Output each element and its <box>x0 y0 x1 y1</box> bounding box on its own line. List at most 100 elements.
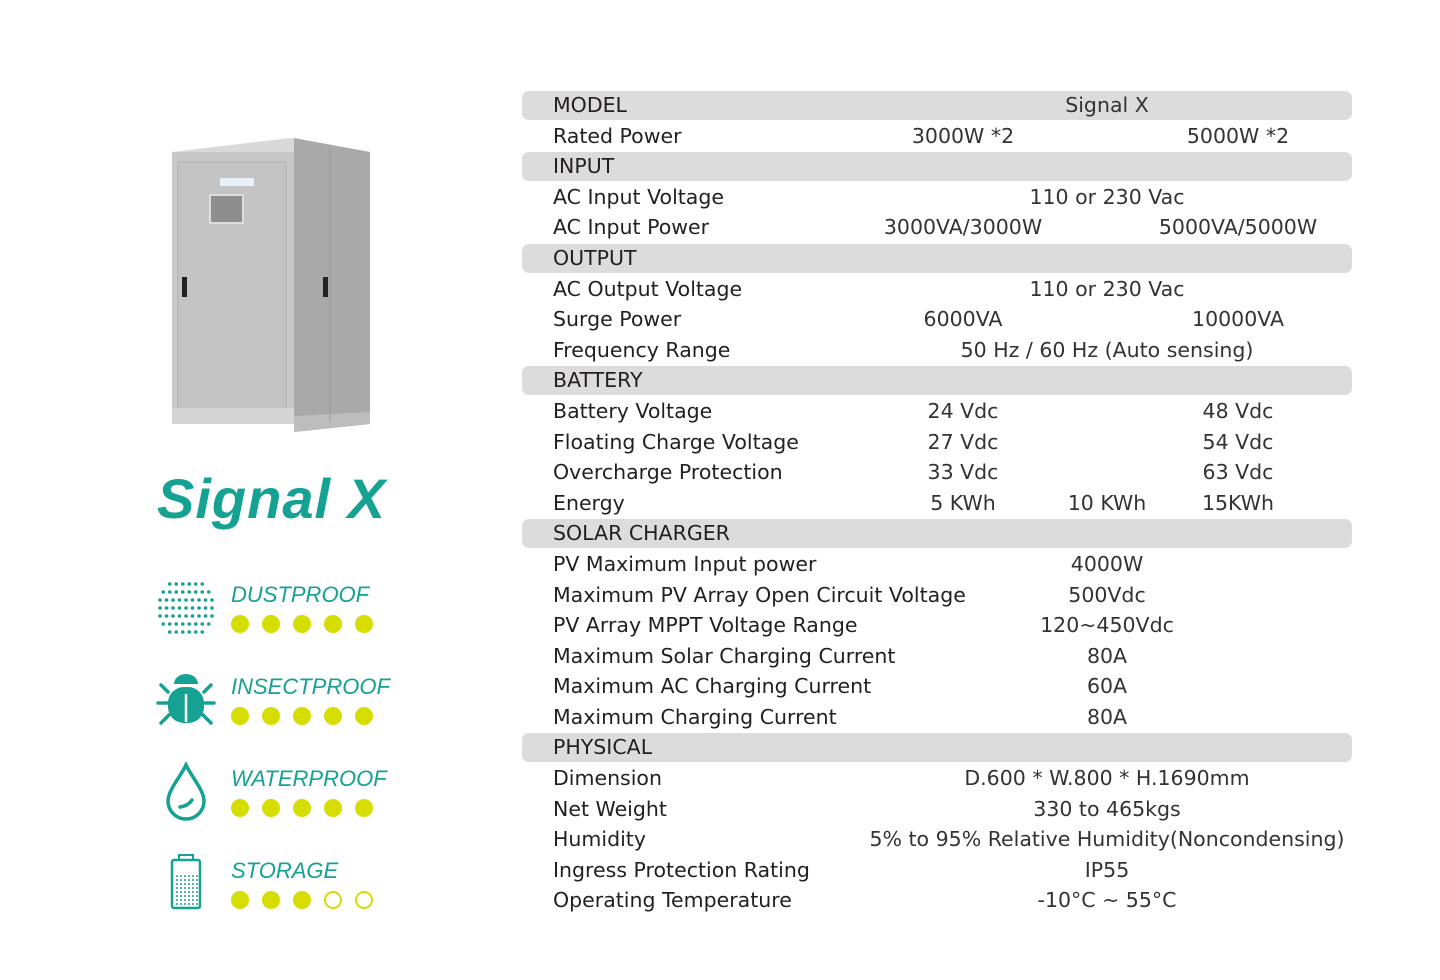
spec-value: 5% to 95% Relative Humidity(Noncondensin… <box>869 827 1345 852</box>
spec-row: Net Weight 330 to 465kgs <box>522 794 1352 825</box>
rating-dot-empty <box>324 891 342 909</box>
spec-row: AC Input Voltage 110 or 230 Vac <box>522 182 1352 213</box>
feature-label: STORAGE <box>231 858 339 883</box>
rating-dot-filled <box>262 615 280 633</box>
spec-row: Overcharge Protection 33 Vdc 63 Vdc <box>522 457 1352 488</box>
spec-label: Overcharge Protection <box>553 460 783 485</box>
rating-dot-filled <box>231 707 249 725</box>
spec-label: Maximum AC Charging Current <box>553 674 872 699</box>
feature-dustproof: DUSTPROOF <box>155 578 395 648</box>
spec-row: Maximum Charging Current 80A <box>522 702 1352 733</box>
spec-label: Frequency Range <box>553 337 731 362</box>
spec-row: AC Output Voltage 110 or 230 Vac <box>522 274 1352 305</box>
water-drop-icon <box>166 762 206 821</box>
spec-row: Ingress Protection Rating IP55 <box>522 855 1352 886</box>
section-header: SOLAR CHARGER <box>522 518 1352 549</box>
spec-label: INPUT <box>553 154 615 179</box>
spec-row: Dimension D.600 * W.800 * H.1690mm <box>522 763 1352 794</box>
spec-value: 110 or 230 Vac <box>1029 276 1185 301</box>
spec-label: Humidity <box>553 827 646 852</box>
spec-label: OUTPUT <box>553 245 637 270</box>
rating-dot-filled <box>231 615 249 633</box>
spec-value: 60A <box>1086 674 1128 699</box>
dust-dots-icon <box>158 582 214 634</box>
spec-value: 5 KWh <box>930 490 996 515</box>
rating-dot-filled <box>324 615 342 633</box>
spec-value: 6000VA <box>923 307 1003 332</box>
product-title: Signal X <box>157 467 386 530</box>
spec-row: Operating Temperature -10°C ~ 55°C <box>522 885 1352 916</box>
section-bar <box>522 152 1352 181</box>
spec-value: 24 Vdc <box>927 398 999 423</box>
spec-value: 500Vdc <box>1068 582 1146 607</box>
feature-label: DUSTPROOF <box>231 582 370 607</box>
section-bar <box>522 91 1352 120</box>
feature-storage: STORAGE <box>155 854 395 924</box>
feature-waterproof: WATERPROOF <box>155 762 395 832</box>
spec-row: Humidity 5% to 95% Relative Humidity(Nonc… <box>522 824 1352 855</box>
rating-dot-filled <box>293 707 311 725</box>
rating-dots <box>231 615 373 633</box>
spec-row: PV Array MPPT Voltage Range 120~450Vdc <box>522 610 1352 641</box>
rating-dot-filled <box>293 799 311 817</box>
rating-dot-filled <box>355 615 373 633</box>
spec-label: Dimension <box>553 766 662 791</box>
rating-dot-filled <box>262 799 280 817</box>
spec-label: AC Output Voltage <box>553 276 743 301</box>
spec-value: 110 or 230 Vac <box>1029 184 1185 209</box>
spec-row: Maximum PV Array Open Circuit Voltage 500… <box>522 580 1352 611</box>
spec-value: 10000VA <box>1192 307 1284 332</box>
spec-value: 33 Vdc <box>927 460 999 485</box>
spec-value: 63 Vdc <box>1202 460 1274 485</box>
spec-label: AC Input Voltage <box>553 184 724 209</box>
spec-label: Rated Power <box>553 123 682 148</box>
spec-label: PV Maximum Input power <box>553 551 817 576</box>
rating-dot-filled <box>231 799 249 817</box>
bug-icon <box>156 674 216 725</box>
spec-row: Energy 5 KWh 10 KWh 15KWh <box>522 488 1352 519</box>
spec-label: Net Weight <box>553 796 667 821</box>
rating-dots <box>231 707 373 725</box>
spec-label: Battery Voltage <box>553 398 713 423</box>
spec-label: Maximum Solar Charging Current <box>553 643 896 668</box>
spec-label: AC Input Power <box>553 215 710 240</box>
spec-label: SOLAR CHARGER <box>553 521 730 546</box>
spec-row: Frequency Range 50 Hz / 60 Hz (Auto sensi… <box>522 335 1352 366</box>
spec-value: 3000VA/3000W <box>883 215 1043 240</box>
section-bar <box>522 519 1352 548</box>
battery-icon <box>170 854 202 910</box>
section-bar <box>522 733 1352 763</box>
spec-label: Maximum PV Array Open Circuit Voltage <box>553 582 966 607</box>
section-header: MODEL Signal X <box>522 90 1352 121</box>
rating-dot-filled <box>324 707 342 725</box>
spec-label: Surge Power <box>553 307 682 332</box>
section-header: BATTERY <box>522 365 1352 396</box>
spec-row: Battery Voltage 24 Vdc 48 Vdc <box>522 396 1352 427</box>
spec-label: Floating Charge Voltage <box>553 429 799 454</box>
spec-table: MODEL Signal X Rated Power 3000W *2 5000W *2… <box>522 90 1352 916</box>
spec-label: Ingress Protection Rating <box>553 857 810 882</box>
rating-dot-filled <box>293 891 311 909</box>
spec-row: Floating Charge Voltage 27 Vdc 54 Vdc <box>522 427 1352 458</box>
rating-dot-filled <box>293 615 311 633</box>
feature-label: INSECTPROOF <box>231 674 390 699</box>
spec-value: 5000W *2 <box>1186 123 1290 148</box>
spec-label: Energy <box>553 490 625 515</box>
spec-value: 27 Vdc <box>927 429 999 454</box>
spec-value: IP55 <box>1084 857 1130 882</box>
spec-value: 5000VA/5000W <box>1158 215 1318 240</box>
spec-value: 10 KWh <box>1067 490 1147 515</box>
rating-dots <box>231 891 373 909</box>
spec-value: 3000W *2 <box>911 123 1015 148</box>
spec-value: 54 Vdc <box>1202 429 1274 454</box>
spec-value: 120~450Vdc <box>1040 613 1174 638</box>
spec-row: Maximum Solar Charging Current 80A <box>522 641 1352 672</box>
spec-value: -10°C ~ 55°C <box>1037 888 1177 913</box>
spec-label: Maximum Charging Current <box>553 704 837 729</box>
spec-label: Operating Temperature <box>553 888 792 913</box>
product-cabinet-image <box>172 138 370 432</box>
feature-label: WATERPROOF <box>231 766 387 791</box>
rating-dots <box>231 799 373 817</box>
spec-row: Maximum AC Charging Current 60A <box>522 671 1352 702</box>
spec-value: 80A <box>1086 704 1128 729</box>
